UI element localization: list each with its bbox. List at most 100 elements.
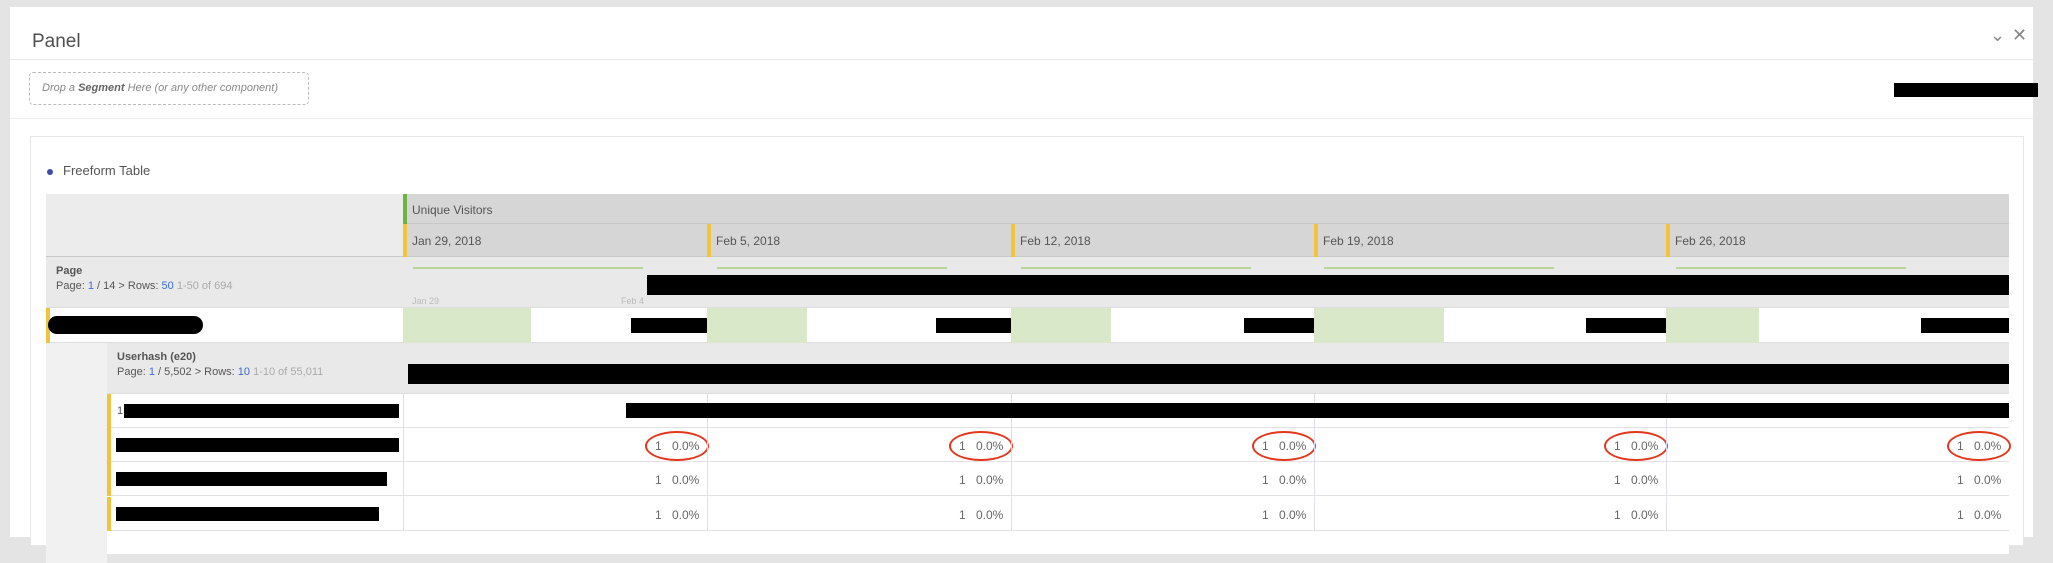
pagination-label: Page:	[56, 280, 88, 292]
cell-count: 1	[655, 508, 662, 522]
date-yellow-marker	[1666, 224, 1670, 257]
cell-count: 1	[1262, 473, 1269, 487]
userhash-pagination[interactable]: Page: 1 / 5,502 > Rows: 10 1-10 of 55,01…	[117, 366, 323, 378]
cell-count: 1	[959, 473, 966, 487]
column-divider	[707, 497, 708, 531]
cell-count: 1	[1614, 508, 1621, 522]
column-divider	[1314, 497, 1315, 531]
column-divider	[1011, 462, 1012, 496]
page-dimension-name: Page	[56, 265, 83, 277]
table-row[interactable]	[107, 428, 2009, 462]
cell-percent: 0.0%	[1974, 473, 2002, 487]
redaction	[626, 403, 2009, 418]
sparkline-green	[717, 267, 947, 269]
column-header-2[interactable]	[1011, 224, 1314, 257]
cell-count: 1	[655, 473, 662, 487]
column-date: Feb 19, 2018	[1323, 234, 1394, 248]
cell-percent: 0.0%	[672, 508, 700, 522]
page-number[interactable]: 1	[87, 280, 94, 292]
column-header-3[interactable]	[1314, 224, 1666, 257]
cell-count: 1	[1957, 508, 1964, 522]
column-date: Feb 12, 2018	[1020, 234, 1091, 248]
freeform-table-title[interactable]: Freeform Table	[63, 163, 151, 178]
column-header-0[interactable]	[403, 224, 707, 257]
cell-percent: 0.0%	[1631, 473, 1659, 487]
redaction	[48, 316, 203, 334]
redaction	[408, 364, 2009, 384]
redaction	[1921, 318, 2009, 333]
column-date: Jan 29, 2018	[412, 234, 482, 248]
metric-header[interactable]	[403, 194, 2009, 224]
cell-percent: 0.0%	[1279, 508, 1307, 522]
column-divider	[1011, 497, 1012, 531]
column-divider	[707, 462, 708, 496]
bullet-icon	[47, 169, 53, 175]
column-header-1[interactable]	[707, 224, 1011, 257]
rows-count[interactable]: 50	[161, 280, 174, 292]
percent-bar	[707, 308, 807, 343]
highlight-circle	[1947, 431, 2011, 461]
column-divider	[1314, 428, 1315, 462]
percent-bar	[1314, 308, 1444, 343]
drop-text-bold: Segment	[78, 82, 125, 94]
redaction	[1586, 318, 1678, 333]
redaction	[116, 472, 387, 486]
divider	[10, 118, 2033, 119]
column-divider	[1666, 428, 1667, 462]
column-date: Feb 5, 2018	[716, 234, 781, 248]
cell-percent: 0.0%	[1279, 473, 1307, 487]
column-divider	[403, 428, 404, 462]
drop-text: Drop a	[42, 82, 79, 94]
date-yellow-marker	[707, 224, 711, 257]
row-yellow-marker	[107, 394, 111, 428]
cell-percent: 0.0%	[976, 473, 1004, 487]
redaction	[116, 438, 399, 452]
close-icon[interactable]: ✕	[2012, 25, 2028, 45]
cell-percent: 0.0%	[1631, 508, 1659, 522]
date-yellow-marker	[1314, 224, 1318, 257]
column-divider	[403, 462, 404, 496]
sparkline-label: Feb 4	[621, 296, 645, 306]
chevron-down-icon[interactable]: ⌄	[1990, 25, 2006, 45]
sparkline-label: Jan 29	[412, 296, 440, 306]
panel: Panel ⌄ ✕ Drop a Segment Here (or any ot…	[10, 7, 2038, 563]
cell-count: 1	[1957, 473, 1964, 487]
drop-text: Here (or any other component)	[124, 82, 279, 94]
highlight-circle	[645, 431, 709, 461]
segment-drop-zone[interactable]: Drop a Segment Here (or any other compon…	[29, 72, 309, 105]
percent-bar	[1011, 308, 1111, 343]
cell-percent: 0.0%	[1974, 508, 2002, 522]
table-row[interactable]	[107, 497, 2009, 531]
cell-percent: 0.0%	[976, 508, 1004, 522]
redaction	[631, 318, 718, 333]
page-number[interactable]: 1	[148, 366, 155, 378]
column-divider	[1314, 462, 1315, 496]
percent-bar	[403, 308, 531, 343]
cell-count: 1	[1614, 473, 1621, 487]
freeform-table-card: Freeform Table Unique Visitors Jan 29, 20…	[30, 136, 2024, 563]
sparkline-green	[1676, 267, 1906, 269]
page-total: / 5,502	[154, 366, 192, 378]
divider	[10, 59, 2033, 60]
redaction	[116, 507, 379, 521]
row-yellow-marker	[107, 462, 111, 496]
row-range: 1-50 of 694	[176, 280, 233, 292]
header-corner	[46, 194, 403, 257]
userhash-dimension-name: Userhash (e20)	[117, 351, 196, 363]
column-divider	[707, 428, 708, 462]
metric-green-marker	[403, 194, 407, 224]
table-row[interactable]	[107, 462, 2009, 496]
page-total: / 14	[93, 280, 116, 292]
rows-count[interactable]: 10	[237, 366, 251, 378]
pagination-label: Page:	[117, 366, 149, 378]
date-yellow-marker	[1011, 224, 1015, 257]
column-divider	[403, 497, 404, 531]
column-divider	[1666, 497, 1667, 531]
rows-label[interactable]: > Rows:	[115, 280, 162, 292]
redaction	[936, 318, 1028, 333]
sparkline-green	[1021, 267, 1251, 269]
column-divider	[1011, 428, 1012, 462]
column-header-4[interactable]	[1666, 224, 2009, 257]
rows-label[interactable]: > Rows:	[191, 366, 238, 378]
page-pagination[interactable]: Page: 1 / 14 > Rows: 50 1-50 of 694	[56, 280, 232, 292]
